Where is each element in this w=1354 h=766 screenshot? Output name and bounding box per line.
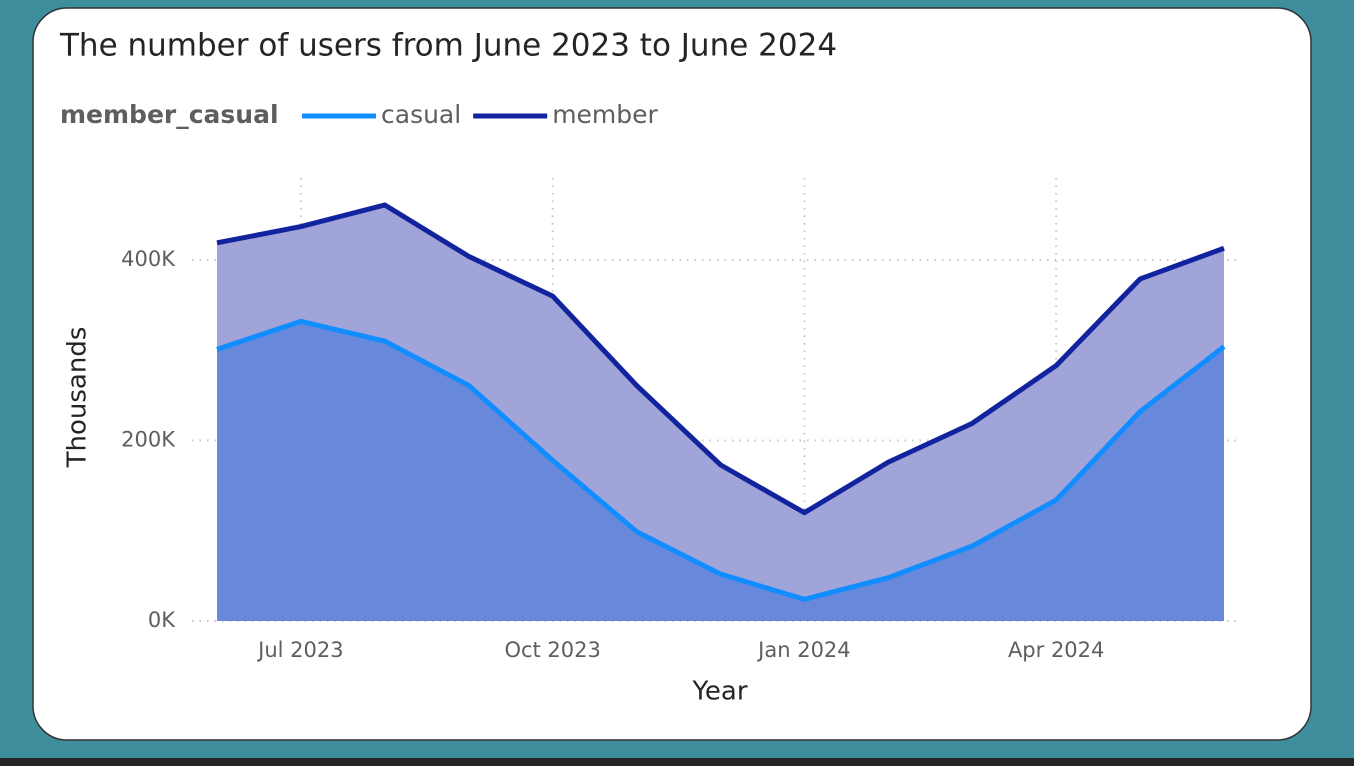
- x-tick-label: Jul 2023: [256, 638, 343, 662]
- y-tick-label: 0K: [148, 608, 176, 632]
- x-tick-label: Jan 2024: [756, 638, 851, 662]
- x-tick-label: Oct 2023: [504, 638, 600, 662]
- x-axis-title: Year: [691, 677, 747, 707]
- line: [216, 318, 1226, 602]
- legend-label: member: [552, 100, 658, 129]
- legend-title: member_casual: [60, 100, 279, 129]
- chart-title: The number of users from June 2023 to Ju…: [59, 28, 837, 64]
- line: [216, 202, 1225, 516]
- x-tick-label: Apr 2024: [1008, 638, 1104, 662]
- y-axis-title: Thousands: [63, 327, 93, 469]
- legend-label: casual: [381, 100, 461, 129]
- y-tick-label: 200K: [121, 428, 176, 452]
- y-tick-label: 400K: [121, 247, 176, 271]
